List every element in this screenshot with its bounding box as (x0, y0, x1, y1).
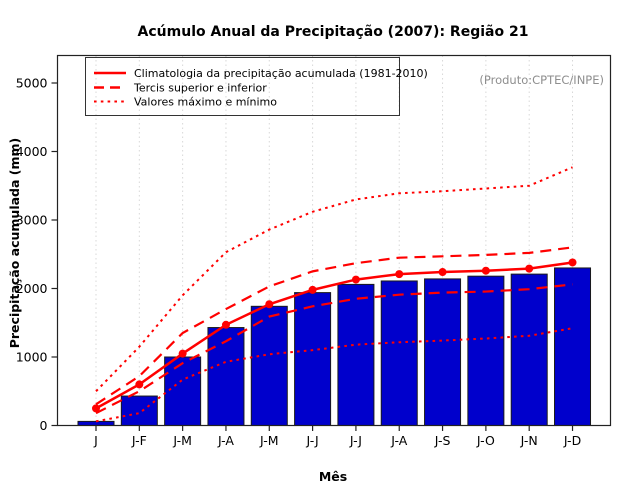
y-tick-label: 1000 (16, 349, 48, 364)
climatology-point (525, 264, 534, 273)
legend-label-maxmin: Valores máximo e mínimo (134, 96, 277, 109)
bar (207, 327, 245, 427)
y-tick-label: 5000 (16, 75, 48, 90)
x-tick-label: J-J (306, 433, 319, 448)
line-tercil-superior (95, 246, 573, 406)
legend-frame (85, 57, 400, 116)
climatology-point (568, 258, 577, 267)
x-tick-label: J-A (217, 433, 234, 448)
plot-area: 0 1000 2000 3000 4000 5000 J J-F J-M J-A J-M J-J J-J… (16, 54, 612, 448)
y-tick-label: 0 (40, 418, 48, 433)
climatology-point (351, 275, 360, 284)
x-tick-label: J-M (172, 433, 192, 448)
line-valor-m-nimo (95, 327, 573, 423)
climatology-point (265, 300, 274, 309)
x-tick-label: J-J (349, 433, 362, 448)
x-tick-label: J (93, 433, 98, 448)
bar (164, 356, 202, 426)
x-tick-label: J-S (434, 433, 451, 448)
bar (380, 280, 418, 426)
line-climatologia-da-precipita-o-acumulada-1981-2010- (95, 261, 573, 410)
y-axis-title: Precipitação acumulada (mm) (7, 138, 22, 349)
y-tick-label: 3000 (16, 212, 48, 227)
line-valor-m-ximo (95, 166, 573, 392)
bar (337, 283, 375, 427)
climatology-point (395, 270, 404, 279)
bar (554, 267, 592, 427)
bar (510, 273, 548, 426)
y-tick-label: 4000 (16, 144, 48, 159)
climatology-point (221, 320, 230, 329)
legend-label-climatology: Climatologia da precipitação acumulada (… (134, 67, 428, 80)
y-tick-label: 2000 (16, 281, 48, 296)
climatology-point (92, 404, 100, 413)
x-tick-label: J-A (390, 433, 407, 448)
x-tick-label: J-N (520, 433, 538, 448)
x-tick-label: J-D (563, 433, 581, 448)
climatology-point (438, 268, 447, 277)
line-tercil-inferior (95, 283, 573, 415)
bar (467, 275, 505, 427)
legend-label-terciles: Tercis superior e inferior (133, 82, 267, 95)
climatology-point (178, 349, 187, 358)
climatology-point (135, 380, 144, 389)
x-tick-label: J-M (259, 433, 279, 448)
bar (294, 292, 332, 426)
x-tick-label: J-O (476, 433, 495, 448)
plot-frame (56, 54, 612, 427)
x-tick-label: J-F (131, 433, 147, 448)
bar (77, 420, 115, 427)
legend: Climatologia da precipitação acumulada (… (85, 57, 428, 116)
bar (120, 395, 158, 427)
climatology-point (308, 285, 317, 294)
x-axis-title: Mês (319, 469, 347, 484)
climatology-point (481, 266, 490, 275)
watermark: (Produto:CPTEC/INPE) (479, 73, 604, 87)
bar (424, 278, 462, 426)
chart-title: Acúmulo Anual da Precipitação (2007): Re… (138, 24, 529, 40)
